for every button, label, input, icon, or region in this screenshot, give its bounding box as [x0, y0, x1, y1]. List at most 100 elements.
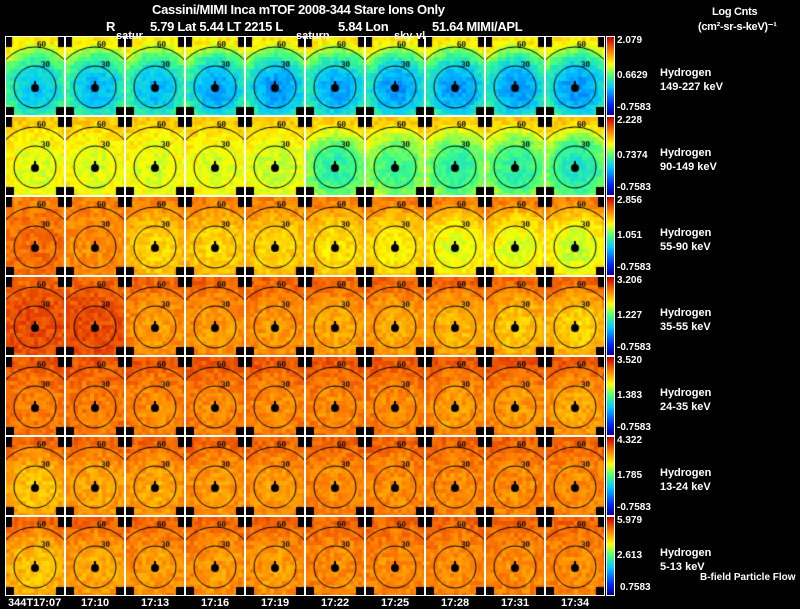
- intensity-image: [486, 437, 544, 515]
- species-label: Hydrogen: [660, 307, 712, 319]
- colorbar-max-label: 2.228: [617, 115, 643, 126]
- intensity-image: [426, 37, 484, 115]
- species-label: Hydrogen: [660, 147, 712, 159]
- image-grid: [5, 36, 605, 596]
- species-label: Hydrogen: [660, 387, 712, 399]
- energy-range-label: 5-13 keV: [660, 561, 705, 573]
- intensity-image: [426, 357, 484, 435]
- time-tick-label: 17:34: [561, 597, 590, 609]
- intensity-image: [366, 37, 424, 115]
- intensity-image: [306, 117, 364, 195]
- intensity-image: [126, 437, 184, 515]
- image-cell: [245, 516, 305, 596]
- image-cell: [545, 356, 605, 436]
- time-tick-label: 17:19: [261, 597, 290, 609]
- image-cell: [305, 436, 365, 516]
- species-label: Hydrogen: [660, 547, 712, 559]
- intensity-image: [246, 277, 304, 355]
- image-cell: [485, 356, 545, 436]
- image-cell: [485, 276, 545, 356]
- image-cell: [365, 436, 425, 516]
- colorbar-max-label: 3.520: [617, 355, 643, 366]
- time-tick-label: 17:31: [501, 597, 530, 609]
- colorbar: [606, 276, 615, 356]
- intensity-image: [66, 357, 124, 435]
- r-label: R: [106, 19, 116, 34]
- image-cell: [545, 436, 605, 516]
- colorbar-min-label: -0.7583: [617, 342, 651, 353]
- time-tick-label: 17:25: [381, 597, 410, 609]
- colorbar-min-label: -0.7583: [617, 502, 651, 513]
- image-cell: [425, 516, 485, 596]
- image-cell: [65, 116, 125, 196]
- intensity-image: [366, 277, 424, 355]
- colorbar-min-label: -0.7583: [617, 102, 651, 113]
- credit-label: 51.64 MIMI/APL: [432, 19, 523, 34]
- intensity-image: [6, 357, 64, 435]
- colorbar-min-label: -0.7583: [617, 422, 651, 433]
- image-cell: [5, 116, 65, 196]
- colorbar-mid-label: 2.613: [617, 550, 643, 561]
- intensity-image: [246, 117, 304, 195]
- units-line1: Log Cnts: [712, 6, 758, 18]
- time-tick-label: 17:28: [441, 597, 470, 609]
- energy-range-label: 90-149 keV: [660, 161, 717, 173]
- image-cell: [125, 436, 185, 516]
- image-cell: [245, 36, 305, 116]
- colorbar-max-label: 2.856: [617, 195, 643, 206]
- time-tick-label: 17:10: [81, 597, 110, 609]
- intensity-image: [366, 517, 424, 595]
- intensity-image: [306, 437, 364, 515]
- intensity-image: [546, 357, 604, 435]
- intensity-image: [486, 357, 544, 435]
- colorbar-min-label: -0.7583: [617, 182, 651, 193]
- intensity-image: [306, 517, 364, 595]
- colorbar-max-label: 4.322: [617, 435, 643, 446]
- image-cell: [365, 516, 425, 596]
- image-cell: [425, 356, 485, 436]
- image-cell: [125, 116, 185, 196]
- intensity-image: [486, 117, 544, 195]
- intensity-image: [246, 437, 304, 515]
- energy-range-label: 13-24 keV: [660, 481, 711, 493]
- intensity-image: [366, 197, 424, 275]
- intensity-image: [426, 117, 484, 195]
- intensity-image: [6, 277, 64, 355]
- intensity-image: [366, 117, 424, 195]
- image-cell: [5, 516, 65, 596]
- intensity-image: [306, 37, 364, 115]
- intensity-image: [186, 517, 244, 595]
- overlay-label-satur: satur: [116, 30, 143, 42]
- intensity-image: [486, 277, 544, 355]
- image-cell: [65, 276, 125, 356]
- colorbar: [606, 36, 615, 116]
- species-label: Hydrogen: [660, 227, 712, 239]
- intensity-image: [546, 197, 604, 275]
- image-cell: [305, 356, 365, 436]
- image-cell: [185, 196, 245, 276]
- overlay-label-sky: sky-vl: [394, 30, 426, 42]
- image-cell: [485, 436, 545, 516]
- image-cell: [305, 36, 365, 116]
- time-tick-label: 17:22: [321, 597, 350, 609]
- intensity-image: [126, 357, 184, 435]
- colorbar-max-label: 2.079: [617, 35, 643, 46]
- image-cell: [185, 436, 245, 516]
- time-tick-label: 17:13: [141, 597, 170, 609]
- intensity-image: [186, 37, 244, 115]
- intensity-image: [546, 517, 604, 595]
- intensity-image: [66, 117, 124, 195]
- image-cell: [125, 36, 185, 116]
- colorbar: [606, 116, 615, 196]
- image-cell: [125, 516, 185, 596]
- intensity-image: [126, 197, 184, 275]
- intensity-image: [426, 517, 484, 595]
- intensity-image: [546, 117, 604, 195]
- colorbar: [606, 516, 615, 596]
- intensity-image: [6, 37, 64, 115]
- image-cell: [5, 276, 65, 356]
- colorbar-min-label: -0.7583: [617, 262, 651, 273]
- image-cell: [545, 116, 605, 196]
- image-cell: [185, 516, 245, 596]
- image-cell: [305, 196, 365, 276]
